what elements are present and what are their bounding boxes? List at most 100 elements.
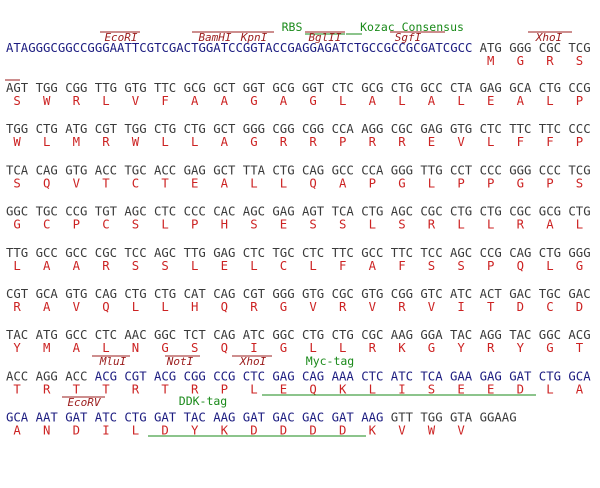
codon: CGC [332,287,354,301]
codon: GAG [480,369,502,383]
codon: AGG [36,369,58,383]
amino-acid: A [221,176,229,190]
codon: GTG [361,287,383,301]
codon: GCC [65,246,87,260]
codon: TTC [391,246,413,260]
amino-acid: R [73,94,81,108]
amino-acid: D [309,424,316,438]
amino-acid: Q [43,176,50,190]
codon: GCG [272,81,294,95]
codon: TGC [539,287,561,301]
enzyme-label: XhoI [239,355,267,368]
codon: CTC [361,369,383,383]
codon: TCA [6,163,29,177]
amino-acid: E [428,135,435,149]
amino-acid: V [457,135,465,149]
codon: ATC [450,287,472,301]
codon: ATC [243,328,265,342]
amino-acid: A [517,94,525,108]
amino-acid: E [487,382,494,396]
amino-acid: F [398,259,405,273]
amino-acid: S [191,341,198,355]
amino-acid: W [428,424,436,438]
codon: GCC [332,163,354,177]
amino-acid: A [73,341,81,355]
amino-acid: L [546,94,553,108]
codon: GGG [509,41,531,55]
amino-acid: C [102,218,109,232]
amino-acid: G [250,135,257,149]
amino-acid: A [13,424,21,438]
amino-acid: P [487,259,494,273]
enzyme-label: EcoRI [104,31,137,44]
codon: GCA [6,411,29,425]
amino-acid: S [309,218,316,232]
codon: TTG [6,246,28,260]
amino-acid: L [457,218,464,232]
feature-label: Kozac Consensus [360,20,464,34]
amino-acid: S [339,218,346,232]
amino-acid: Q [221,341,228,355]
amino-acid: L [546,259,553,273]
codon: TAC [450,328,472,342]
codon: CGG [272,122,294,136]
amino-acid: M [73,135,80,149]
amino-acid: C [132,176,139,190]
amino-acid: T [576,341,584,355]
amino-acid: L [398,94,405,108]
amino-acid: D [339,424,346,438]
codon: CGC [361,328,383,342]
amino-acid: S [428,259,435,273]
amino-acid: A [43,259,51,273]
codon: CTG [184,122,206,136]
amino-acid: L [487,135,494,149]
codon: GGC [154,328,176,342]
codon: CTC [302,246,324,260]
codon: GGG [509,163,531,177]
amino-acid: R [132,382,140,396]
amino-acid: L [102,341,109,355]
codon: GAT [243,411,266,425]
codon: GCT [213,81,236,95]
codon: GAG [272,205,294,219]
amino-acid: G [13,218,20,232]
amino-acid: L [250,176,257,190]
codon: ATC [95,411,117,425]
amino-acid: A [221,94,229,108]
codon: GGC [272,328,294,342]
codon: CTG [568,205,590,219]
amino-acid: R [102,259,110,273]
codon: CAG [302,163,324,177]
amino-acid: D [250,424,257,438]
amino-acid: L [457,94,464,108]
codon: CAG [213,328,235,342]
codon: CTG [361,205,383,219]
codon: TCA [332,205,355,219]
codon: GAT [509,369,532,383]
amino-acid: P [369,176,376,190]
amino-acid: G [517,54,524,68]
amino-acid: K [398,341,406,355]
amino-acid: H [221,218,228,232]
codon: CTC [243,246,265,260]
enzyme-label: NotI [166,355,194,368]
amino-acid: L [546,382,553,396]
codon: CTG [332,328,354,342]
amino-acid: T [161,382,169,396]
codon: TCT [184,328,207,342]
amino-acid: D [161,424,168,438]
amino-acid: V [309,300,317,314]
amino-acid: A [576,382,584,396]
codon: GCC [36,246,58,260]
amino-acid: A [428,94,436,108]
codon: GAT [332,411,355,425]
amino-acid: Y [13,341,21,355]
codon: GAG [480,81,502,95]
amino-acid: H [191,300,198,314]
codon: TTC [154,81,176,95]
amino-acid: L [369,382,376,396]
enzyme-label: SgfI [395,31,422,44]
codon: AAA [332,369,355,383]
codon: CTC [95,328,117,342]
